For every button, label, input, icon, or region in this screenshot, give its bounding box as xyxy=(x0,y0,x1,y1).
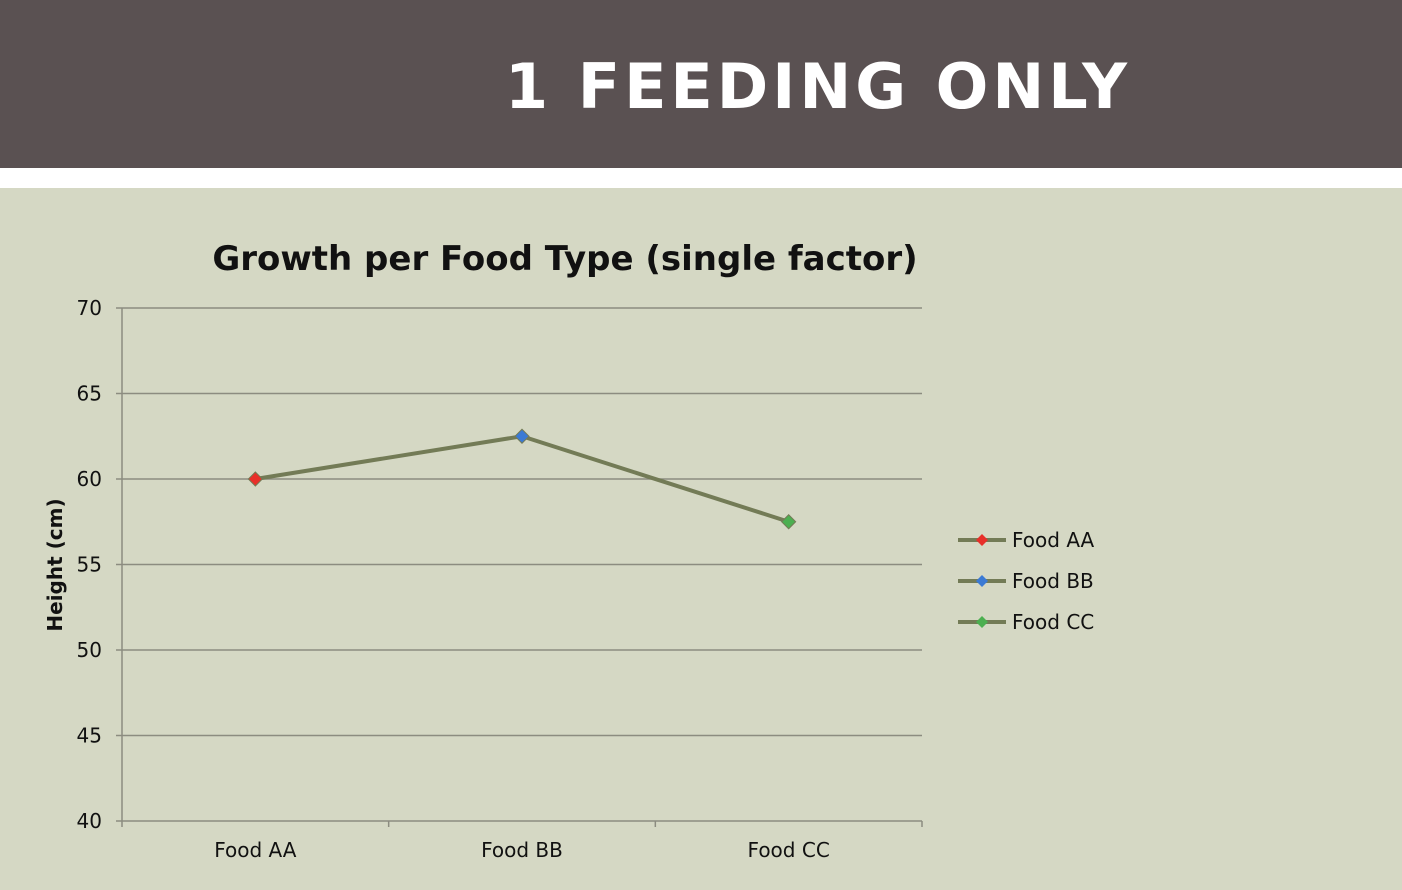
y-tick-label: 60 xyxy=(77,467,102,491)
y-tick-label: 50 xyxy=(77,638,102,662)
y-tick-label: 55 xyxy=(77,553,102,577)
legend-label: Food BB xyxy=(1012,569,1094,593)
y-tick-label: 40 xyxy=(77,809,102,833)
y-tick-label: 70 xyxy=(77,296,102,320)
slide-header: 1 FEEDING ONLY xyxy=(0,0,1402,168)
x-tick-label: Food AA xyxy=(214,838,297,862)
legend-label: Food CC xyxy=(1012,610,1094,634)
data-point-marker xyxy=(780,514,797,530)
data-point-marker xyxy=(514,428,530,444)
x-tick-label: Food CC xyxy=(748,838,830,862)
legend-marker xyxy=(976,616,988,628)
y-axis-label: Height (cm) xyxy=(43,498,67,631)
header-divider xyxy=(0,168,1402,188)
legend-label: Food AA xyxy=(1012,528,1095,552)
chart-gridlines xyxy=(122,307,922,737)
x-tick-label: Food BB xyxy=(481,838,563,862)
chart-title: Growth per Food Type (single factor) xyxy=(212,239,917,279)
legend-marker xyxy=(976,575,988,587)
y-tick-label: 65 xyxy=(77,382,102,406)
legend-marker xyxy=(976,534,988,546)
chart-legend: Food AA Food BB Food CC xyxy=(958,528,1095,634)
x-axis-ticks: Food AA Food BB Food CC xyxy=(121,821,923,862)
chart-series xyxy=(247,428,797,530)
y-tick-label: 45 xyxy=(77,724,102,748)
y-axis-ticks: 40 45 50 55 60 65 70 xyxy=(77,296,122,833)
slide-title: 1 FEEDING ONLY xyxy=(505,50,1132,123)
data-point-marker xyxy=(247,471,264,487)
